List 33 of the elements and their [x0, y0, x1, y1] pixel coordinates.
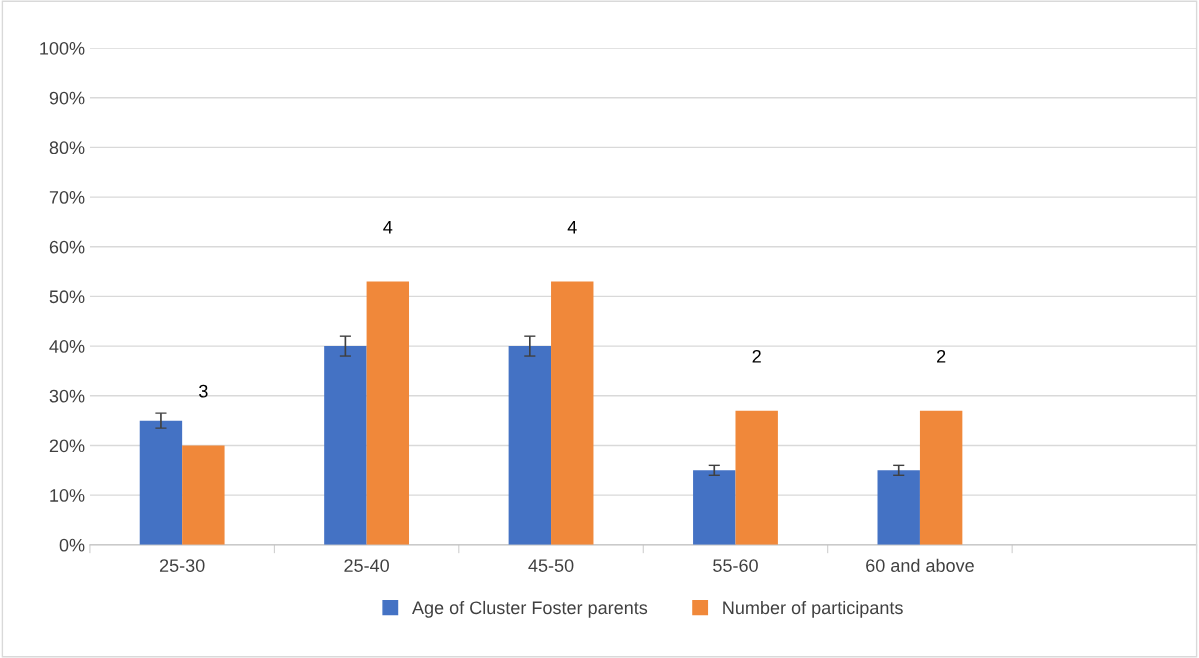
bar [324, 346, 367, 545]
legend-label: Number of participants [723, 600, 903, 618]
bar [366, 281, 410, 545]
bar [551, 281, 594, 545]
y-tick-label: 80% [49, 141, 85, 155]
bar [182, 445, 225, 545]
bar [508, 346, 552, 545]
y-tick-label: 90% [49, 91, 85, 105]
y-tick-label: 100% [40, 41, 85, 55]
bar [139, 420, 183, 545]
x-tick-label: 60 and above [866, 558, 974, 572]
y-tick-label: 60% [49, 240, 85, 254]
x-tick-label: 25-30 [159, 559, 205, 572]
bar [919, 410, 963, 545]
y-tick-label: 0% [59, 538, 85, 552]
annotation: 2 [752, 349, 761, 363]
y-tick-label: 70% [49, 191, 85, 204]
y-tick-label: 20% [49, 439, 85, 453]
bar [693, 470, 736, 545]
annotation: 2 [937, 349, 946, 363]
y-tick-label: 40% [49, 340, 85, 353]
bar [877, 470, 920, 545]
y-tick-label: 10% [50, 489, 85, 502]
x-tick-label: 45-50 [528, 559, 574, 572]
annotation: 3 [199, 384, 208, 398]
annotation: 4 [567, 220, 577, 234]
y-tick-label: 30% [49, 389, 85, 403]
annotation: 4 [383, 220, 393, 234]
legend-label: Age of Cluster Foster parents [412, 600, 648, 618]
x-tick-label: 25-40 [344, 559, 389, 572]
bar [735, 410, 778, 545]
y-tick-label: 50% [49, 290, 85, 304]
x-tick-label: 55-60 [713, 559, 758, 572]
